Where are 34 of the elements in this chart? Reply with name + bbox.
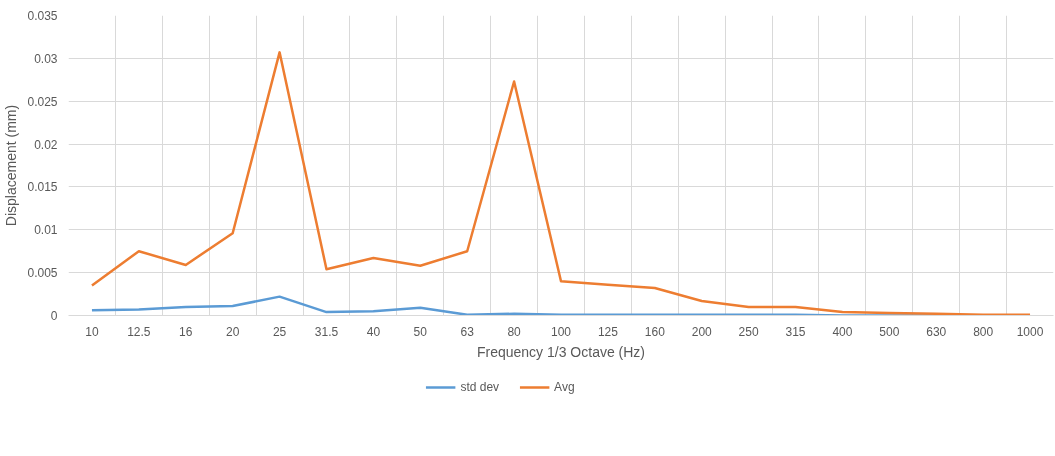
y-tick-label: 0.03 bbox=[34, 51, 58, 66]
x-tick-label: 31.5 bbox=[314, 324, 339, 339]
y-tick-label: 0.015 bbox=[27, 180, 58, 195]
x-tick-label: 160 bbox=[644, 324, 666, 339]
x-tick-label: 500 bbox=[879, 324, 900, 339]
x-tick-label: 1000 bbox=[1016, 324, 1044, 339]
x-tick-label: 63 bbox=[460, 324, 475, 339]
x-tick-label: 25 bbox=[272, 324, 287, 339]
x-tick-label: 630 bbox=[926, 324, 947, 339]
x-tick-label: 12.5 bbox=[127, 324, 151, 339]
x-tick-label: 800 bbox=[973, 324, 994, 339]
x-tick-label: 125 bbox=[597, 324, 619, 339]
legend-label: std dev bbox=[460, 380, 500, 394]
line-series bbox=[90, 51, 1032, 316]
y-tick-label: 0.025 bbox=[27, 94, 58, 109]
x-tick-label: 100 bbox=[550, 324, 572, 339]
x-tick-label: 40 bbox=[366, 324, 381, 339]
x-tick-label: 80 bbox=[507, 324, 522, 339]
legend-label: Avg bbox=[554, 380, 575, 394]
x-tick-label: 10 bbox=[85, 324, 99, 339]
x-tick-label: 16 bbox=[179, 324, 193, 339]
x-axis-title: Frequency 1/3 Octave (Hz) bbox=[476, 343, 646, 360]
x-tick-label: 400 bbox=[832, 324, 853, 339]
x-tick-label: 200 bbox=[691, 324, 713, 339]
y-tick-label: 0.02 bbox=[34, 137, 58, 152]
y-tick-label: 0.01 bbox=[34, 223, 58, 238]
y-axis-title: Displacement (mm) bbox=[3, 104, 20, 227]
x-tick-label: 250 bbox=[738, 324, 759, 339]
x-tick-label: 315 bbox=[785, 324, 806, 339]
y-tick-label: 0.005 bbox=[27, 266, 58, 281]
y-tick-label: 0 bbox=[50, 309, 58, 323]
y-tick-label: 0.035 bbox=[27, 9, 58, 23]
x-tick-label: 50 bbox=[413, 324, 428, 339]
x-tick-label: 20 bbox=[225, 324, 240, 339]
